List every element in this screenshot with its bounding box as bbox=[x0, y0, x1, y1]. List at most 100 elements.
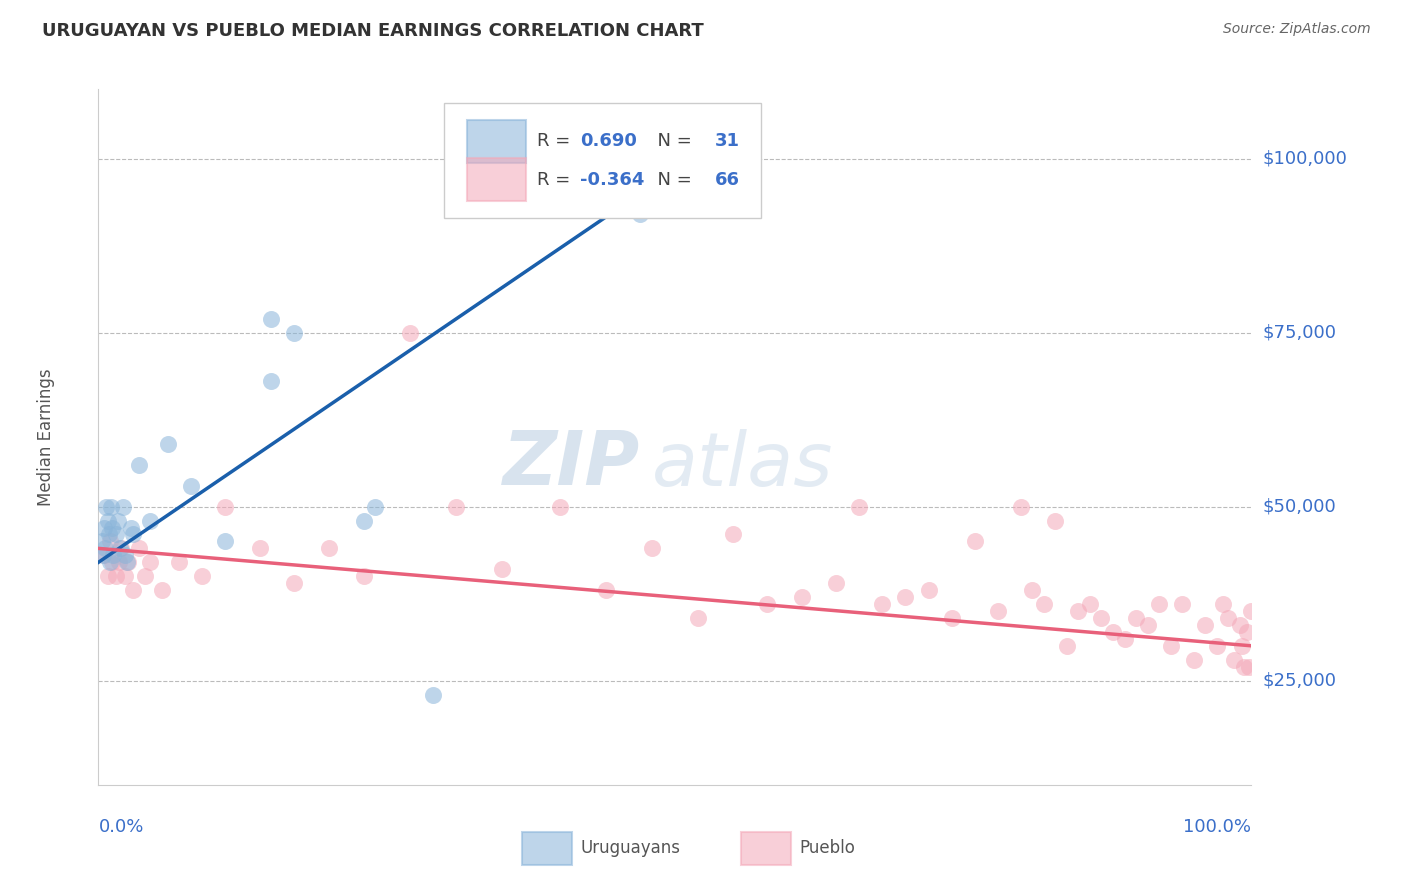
Point bbox=[628, 207, 651, 221]
Point bbox=[249, 541, 271, 556]
Point bbox=[444, 500, 467, 514]
Point bbox=[1147, 597, 1170, 611]
Point bbox=[122, 527, 145, 541]
Point bbox=[353, 514, 375, 528]
Point bbox=[260, 311, 283, 326]
Text: 66: 66 bbox=[716, 170, 740, 188]
Point bbox=[139, 514, 162, 528]
Point bbox=[1229, 618, 1251, 632]
Point bbox=[93, 549, 115, 563]
Point bbox=[1067, 604, 1090, 618]
Point bbox=[721, 527, 744, 541]
Point bbox=[1032, 597, 1054, 611]
Point bbox=[134, 569, 156, 583]
Point bbox=[110, 541, 132, 556]
Point bbox=[107, 514, 129, 528]
Text: N =: N = bbox=[647, 132, 697, 151]
Point bbox=[260, 375, 283, 389]
Point bbox=[872, 597, 894, 611]
Text: $25,000: $25,000 bbox=[1263, 672, 1337, 690]
Point bbox=[1233, 659, 1256, 673]
Point bbox=[1090, 611, 1112, 625]
FancyBboxPatch shape bbox=[741, 831, 792, 865]
Point bbox=[191, 569, 214, 583]
Point bbox=[1136, 618, 1159, 632]
Point bbox=[97, 569, 120, 583]
FancyBboxPatch shape bbox=[444, 103, 762, 218]
Point bbox=[167, 555, 190, 569]
Point bbox=[156, 437, 179, 451]
Point bbox=[108, 555, 131, 569]
Point bbox=[101, 555, 124, 569]
Point bbox=[117, 555, 139, 569]
Point bbox=[1223, 653, 1246, 667]
Text: ZIP: ZIP bbox=[503, 428, 640, 501]
Point bbox=[1010, 500, 1032, 514]
Text: R =: R = bbox=[537, 170, 575, 188]
Text: 0.690: 0.690 bbox=[581, 132, 637, 151]
Point bbox=[941, 611, 963, 625]
Point bbox=[1114, 632, 1136, 646]
Point bbox=[1218, 611, 1240, 625]
Point bbox=[283, 326, 305, 340]
Point bbox=[214, 534, 236, 549]
Text: URUGUAYAN VS PUEBLO MEDIAN EARNINGS CORRELATION CHART: URUGUAYAN VS PUEBLO MEDIAN EARNINGS CORR… bbox=[42, 22, 704, 40]
Point bbox=[318, 541, 340, 556]
Text: $100,000: $100,000 bbox=[1263, 150, 1347, 168]
Point bbox=[98, 534, 121, 549]
Point bbox=[101, 520, 124, 534]
Point bbox=[398, 326, 420, 340]
Point bbox=[1056, 639, 1078, 653]
Text: $50,000: $50,000 bbox=[1263, 498, 1336, 516]
Point bbox=[641, 541, 664, 556]
Point bbox=[114, 549, 136, 563]
Text: -0.364: -0.364 bbox=[581, 170, 645, 188]
Point bbox=[1205, 639, 1227, 653]
Point bbox=[120, 520, 142, 534]
Point bbox=[180, 479, 202, 493]
Point bbox=[790, 590, 813, 604]
Point bbox=[1212, 597, 1234, 611]
Point bbox=[894, 590, 917, 604]
Point bbox=[128, 458, 150, 472]
Point bbox=[491, 562, 513, 576]
Text: R =: R = bbox=[537, 132, 575, 151]
Point bbox=[150, 583, 173, 598]
Text: Uruguayans: Uruguayans bbox=[581, 838, 681, 856]
Point bbox=[97, 527, 120, 541]
Point bbox=[94, 541, 117, 556]
Point bbox=[1125, 611, 1147, 625]
Point bbox=[353, 569, 375, 583]
Point bbox=[90, 534, 112, 549]
Point bbox=[128, 541, 150, 556]
Text: N =: N = bbox=[647, 170, 697, 188]
FancyBboxPatch shape bbox=[467, 159, 526, 201]
Point bbox=[848, 500, 870, 514]
Point bbox=[110, 541, 132, 556]
Point bbox=[595, 583, 617, 598]
Point bbox=[1078, 597, 1101, 611]
Text: atlas: atlas bbox=[652, 429, 834, 501]
Point bbox=[100, 500, 122, 514]
Point bbox=[1171, 597, 1194, 611]
Point bbox=[1021, 583, 1043, 598]
Point bbox=[756, 597, 779, 611]
Point bbox=[987, 604, 1010, 618]
Point bbox=[1237, 659, 1260, 673]
FancyBboxPatch shape bbox=[467, 120, 526, 162]
Point bbox=[283, 576, 305, 591]
Point bbox=[97, 514, 120, 528]
Text: 0.0%: 0.0% bbox=[98, 818, 143, 837]
Point bbox=[1194, 618, 1216, 632]
FancyBboxPatch shape bbox=[522, 831, 572, 865]
Text: 100.0%: 100.0% bbox=[1184, 818, 1251, 837]
Point bbox=[103, 549, 125, 563]
Point bbox=[1102, 624, 1125, 639]
Point bbox=[111, 500, 134, 514]
Point bbox=[91, 549, 114, 563]
Text: Median Earnings: Median Earnings bbox=[37, 368, 55, 506]
Point bbox=[1182, 653, 1205, 667]
Text: Pueblo: Pueblo bbox=[800, 838, 855, 856]
Point bbox=[104, 527, 127, 541]
Point bbox=[686, 611, 709, 625]
